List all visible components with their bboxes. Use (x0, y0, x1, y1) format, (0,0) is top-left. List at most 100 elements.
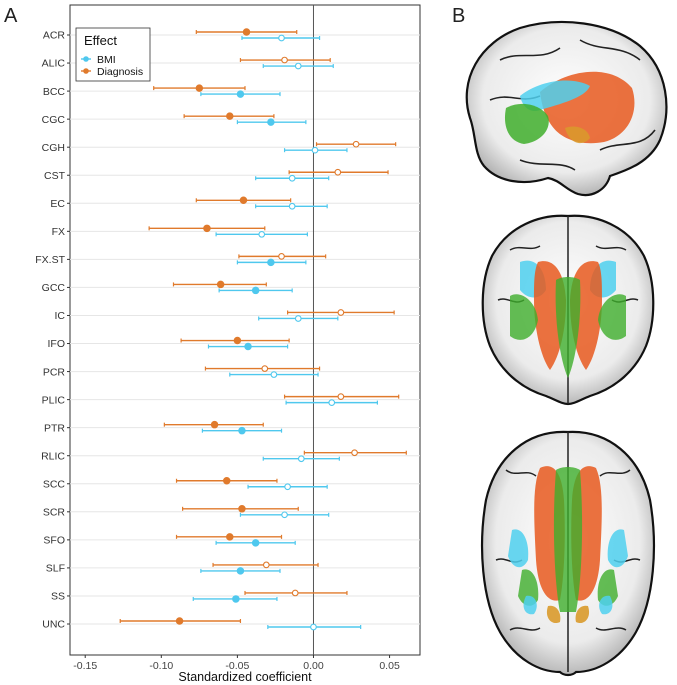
y-tick-label-ptr: PTR (44, 422, 65, 434)
bmi-point-cst (288, 174, 296, 182)
brain-renderings (465, 20, 668, 677)
diagnosis-point-scr (238, 505, 246, 513)
legend-item-bmi: BMI (81, 54, 116, 66)
bmi-point-alic (294, 62, 302, 70)
bmi-point-fx (258, 230, 266, 238)
y-tick-label-cst: CST (44, 170, 66, 182)
y-tick-label-alic: ALIC (42, 58, 66, 70)
y-tick-label-ss: SS (51, 591, 65, 603)
panel-b-label: B (452, 5, 465, 27)
coronal-green-tract (510, 277, 626, 378)
axial-gold-tract (546, 605, 590, 624)
diagnosis-point-bcc (195, 84, 204, 92)
y-tick-label-ifo: IFO (48, 338, 66, 350)
bmi-point-ss (232, 595, 240, 603)
bmi-point-cgc (267, 118, 275, 126)
x-tick-label: -0.05 (225, 660, 249, 672)
x-axis-title: Standardized coefficient (178, 670, 312, 684)
y-tick-label-scr: SCR (43, 507, 66, 519)
bmi-point-acr (278, 34, 285, 42)
diagnosis-point-ec (239, 196, 248, 205)
diagnosis-point-ifo (233, 336, 242, 345)
diagnosis-point-rlic (351, 449, 358, 457)
diagnosis-point-plic (337, 393, 345, 400)
axial-cyan-tract (508, 529, 628, 615)
y-tick-label-fx: FX (52, 226, 65, 238)
bmi-point-pcr (270, 371, 278, 378)
bmi-point-gcc (251, 286, 260, 295)
diagnosis-point-gcc (216, 280, 225, 289)
bmi-point-ptr (238, 426, 246, 435)
bmi-point-plic (328, 399, 336, 406)
sagittal-green-tract (504, 103, 549, 144)
bmi-point-unc (310, 623, 317, 631)
legend-diagnosis-swatch (83, 68, 89, 74)
bmi-point-fx-st (267, 258, 275, 267)
y-tick-label-unc: UNC (42, 619, 65, 631)
axial-green-tract (518, 467, 618, 612)
y-tick-label-ec: EC (50, 198, 65, 210)
bmi-point-ifo (244, 342, 252, 351)
y-tick-label-acr: ACR (43, 30, 66, 42)
y-tick-label-scc: SCC (43, 478, 66, 490)
y-tick-label-slf: SLF (46, 563, 65, 575)
diagnosis-point-ic (337, 309, 345, 316)
legend-bmi-label: BMI (97, 54, 116, 66)
grid-lines (70, 34, 420, 625)
y-tick-label-cgc: CGC (42, 114, 66, 126)
x-axis: -0.15 -0.10 -0.05 0.00 0.05 (73, 655, 400, 672)
sagittal-cyan-tract (520, 80, 590, 112)
y-tick-label-sfo: SFO (43, 535, 65, 547)
legend-title: Effect (84, 33, 117, 48)
x-tick-label: -0.10 (149, 660, 173, 672)
diagnosis-point-alic (281, 56, 288, 64)
x-tick-label: 0.00 (303, 660, 324, 672)
y-tick-label-cgh: CGH (42, 142, 65, 154)
bmi-point-scc (284, 483, 291, 491)
series-marks (119, 28, 407, 631)
y-tick-label-pcr: PCR (43, 366, 66, 378)
bmi-point-sfo (251, 539, 260, 547)
x-tick-label: -0.15 (73, 660, 97, 672)
diagnosis-point-cst (334, 168, 342, 176)
diagnosis-point-pcr (261, 365, 269, 372)
bmi-point-bcc (236, 90, 245, 98)
axial-brain-view (480, 430, 656, 677)
bmi-point-slf (236, 567, 245, 575)
forest-plot: ACR ALIC BCC CGC CGH CST EC FX FX.ST GCC IC IFO PCR P… (35, 4, 421, 684)
diagnosis-point-ss (291, 589, 299, 597)
diagnosis-point-acr (242, 28, 251, 36)
y-tick-label-gcc: GCC (42, 282, 66, 294)
legend-item-diagnosis: Diagnosis (81, 66, 143, 78)
diagnosis-point-ptr (210, 420, 219, 429)
diagnosis-point-cgh (352, 140, 360, 148)
bmi-point-rlic (297, 455, 305, 463)
diagnosis-point-scc (222, 477, 231, 485)
sagittal-sulci (489, 39, 656, 171)
diagnosis-point-slf (262, 561, 270, 569)
diagnosis-point-fx (203, 224, 211, 233)
legend-diagnosis-label: Diagnosis (97, 66, 143, 78)
y-tick-label-bcc: BCC (43, 86, 66, 98)
coronal-orange-tract (534, 261, 602, 370)
x-tick-label: 0.05 (379, 660, 400, 672)
y-axis: ACR ALIC BCC CGC CGH CST EC FX FX.ST GCC IC IFO PCR P… (35, 30, 70, 631)
bmi-point-cgh (311, 146, 319, 154)
y-tick-label-rlic: RLIC (41, 450, 65, 462)
legend-bmi-swatch (83, 56, 89, 62)
y-tick-label-fx-st: FX.ST (35, 254, 65, 266)
plot-panel (69, 4, 421, 656)
legend: Effect BMI Diagnosis (75, 27, 151, 82)
coronal-brain-view (481, 214, 655, 406)
bmi-point-ic (294, 315, 302, 322)
bmi-point-ec (288, 202, 296, 210)
diagnosis-point-cgc (226, 112, 234, 120)
bmi-point-scr (281, 511, 288, 519)
diagnosis-point-fx-st (278, 253, 285, 260)
panel-a-label: A (4, 5, 18, 27)
y-tick-label-plic: PLIC (42, 394, 66, 406)
diagnosis-point-unc (175, 617, 184, 625)
diagnosis-point-sfo (226, 533, 234, 541)
sagittal-brain-view (465, 20, 668, 197)
